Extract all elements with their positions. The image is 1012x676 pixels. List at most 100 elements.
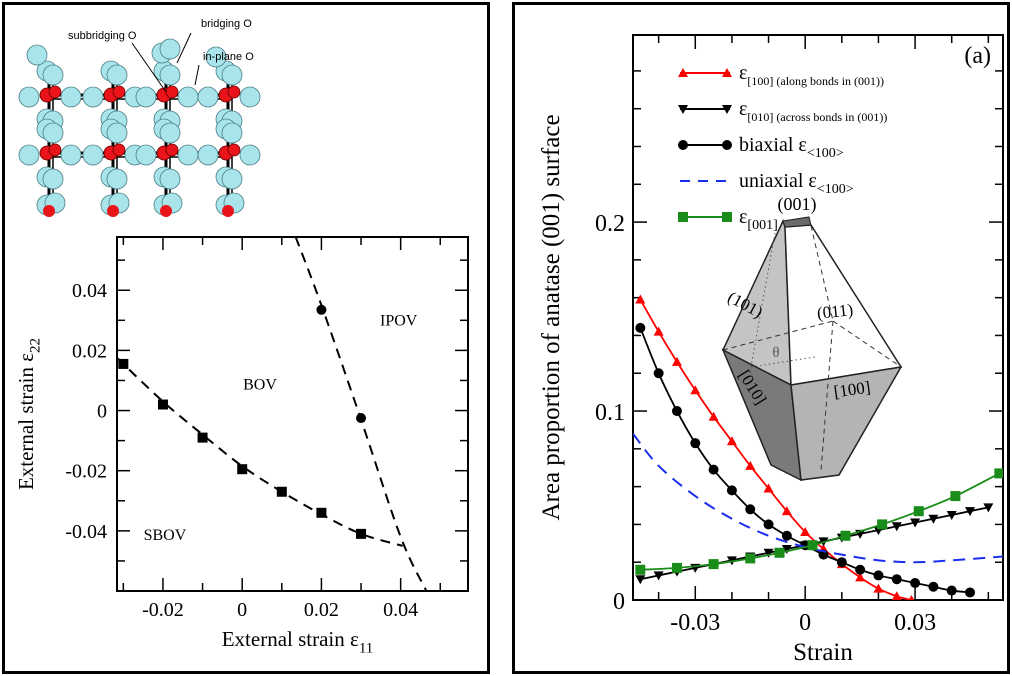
x-axis-label: Strain xyxy=(793,639,853,666)
panel-label: (a) xyxy=(964,43,991,69)
data-point xyxy=(635,575,646,585)
data-point xyxy=(781,530,792,541)
data-point xyxy=(855,564,866,575)
label-pointer xyxy=(194,64,200,86)
data-point xyxy=(745,504,756,515)
y-tick-label: 0.04 xyxy=(72,280,107,302)
data-point xyxy=(653,571,664,581)
data-point xyxy=(950,491,961,502)
oxygen-atom xyxy=(42,122,64,144)
oxygen-atom xyxy=(42,168,64,190)
data-point xyxy=(726,436,737,446)
region-label: IPOV xyxy=(380,313,418,330)
titanium-atom xyxy=(112,85,126,99)
oxygen-atom xyxy=(221,168,243,190)
y-tick-label: -0.02 xyxy=(65,461,107,483)
phase-diagram-plot: subbridging O bridging O in-plane O -0.02 0 0… xyxy=(14,18,469,656)
inset-label-001: (001) xyxy=(778,194,817,215)
face-lower-right xyxy=(790,366,903,481)
data-point xyxy=(745,553,756,564)
data-point xyxy=(913,506,924,517)
oxygen-atom xyxy=(135,144,157,166)
structure-label: in-plane O xyxy=(203,51,254,63)
legend-entry: ε[010] (across bonds in (001)) xyxy=(678,98,887,124)
y-axis-label: External strain ε22 xyxy=(14,338,43,490)
x-tick-label: 0.04 xyxy=(383,599,418,621)
y-tick-label: 0.02 xyxy=(72,340,107,362)
legend-label: ε[010] (across bonds in (001)) xyxy=(739,98,887,124)
oxygen-atom xyxy=(159,168,181,190)
legend-label: biaxial ε<100> xyxy=(739,134,844,161)
titanium-atom xyxy=(160,205,172,217)
data-point xyxy=(840,530,851,541)
legend-label: uniaxial ε<100> xyxy=(739,170,854,197)
data-point xyxy=(635,322,646,333)
data-point xyxy=(965,587,976,598)
legend-marker xyxy=(722,105,732,114)
series-group xyxy=(633,294,1003,600)
x-tick-label: -0.03 xyxy=(670,610,720,636)
titanium-atom xyxy=(165,85,179,99)
y-axis-label: Area proportion of anatase (001) surface xyxy=(538,114,565,520)
oxygen-atom xyxy=(177,86,199,108)
data-point xyxy=(781,544,792,554)
legend-marker xyxy=(722,68,732,77)
inset-label-011: (011) xyxy=(816,300,854,323)
dotted-guide xyxy=(750,356,816,368)
titanium-atom xyxy=(107,205,119,217)
data-point xyxy=(653,368,664,379)
label-pointer xyxy=(176,32,192,64)
oxygen-atom xyxy=(159,122,181,144)
series xyxy=(635,468,1003,575)
structure-label: bridging O xyxy=(201,18,252,30)
data-point xyxy=(781,506,792,516)
oxygen-atom xyxy=(239,86,261,108)
data-point xyxy=(708,411,719,421)
right-panel: (001) (101) (011) θ [010] [100] -0.03 0 0.03 0 0.1… xyxy=(512,2,1010,674)
x-tick-label: 0.02 xyxy=(304,599,339,621)
data-point xyxy=(994,468,1003,479)
data-point xyxy=(908,595,915,600)
oxygen-atom xyxy=(177,144,199,166)
data-point xyxy=(690,438,701,449)
data-point-square xyxy=(118,358,129,369)
oxygen-atom xyxy=(60,144,82,166)
data-point xyxy=(635,294,646,304)
data-point-circle xyxy=(316,304,327,315)
face-001 xyxy=(782,216,812,228)
axes: -0.03 0 0.03 0 0.1 0.2 Strain Area proportion o… xyxy=(538,35,1003,666)
data-point xyxy=(635,564,646,575)
crystal-inset: (001)(101) (011)θ[010] [100] xyxy=(721,194,903,482)
oxygen-atom xyxy=(82,144,104,166)
oxygen-atom xyxy=(42,64,64,86)
oxygen-atom xyxy=(221,64,243,86)
oxygen-atom xyxy=(197,144,219,166)
x-axis-label: External strain ε11 xyxy=(222,627,374,656)
region-label: BOV xyxy=(243,376,277,393)
area-proportion-chart: (001)(101) (011)θ[010] [100]-0.03 0 0.0300.1… xyxy=(538,34,1004,666)
data-point xyxy=(800,526,811,536)
oxygen-atom xyxy=(159,38,181,60)
y-tick-label: 0 xyxy=(97,401,107,423)
data-point xyxy=(807,540,818,551)
oxygen-atom xyxy=(159,64,181,86)
legend-marker xyxy=(678,68,688,77)
data-point xyxy=(726,485,737,496)
hidden-edge xyxy=(832,320,902,368)
oxygen-atom xyxy=(106,64,128,86)
x-tick-label: 0.03 xyxy=(894,610,936,636)
data-point xyxy=(708,464,719,475)
data-point xyxy=(671,356,682,366)
legend-entry: ε[001] xyxy=(678,206,778,233)
legend-entry: ε[100] (along bonds in (001)) xyxy=(678,62,884,88)
legend-marker xyxy=(678,105,688,114)
legend: ε[100] (along bonds in (001)) ε[010] (acr… xyxy=(678,62,887,233)
phase-diagram-chart: -0.02 0 0.02 0.04 -0.04 -0.02 0 0.02 0.04 Externa… xyxy=(14,236,469,656)
data-point xyxy=(653,326,664,336)
plot-frame xyxy=(116,236,469,592)
region-label: SBOV xyxy=(144,527,187,544)
legend-label: ε[001] xyxy=(739,206,778,233)
oxygen-atom xyxy=(18,86,40,108)
data-point xyxy=(873,570,884,581)
oxygen-atom xyxy=(26,44,48,66)
